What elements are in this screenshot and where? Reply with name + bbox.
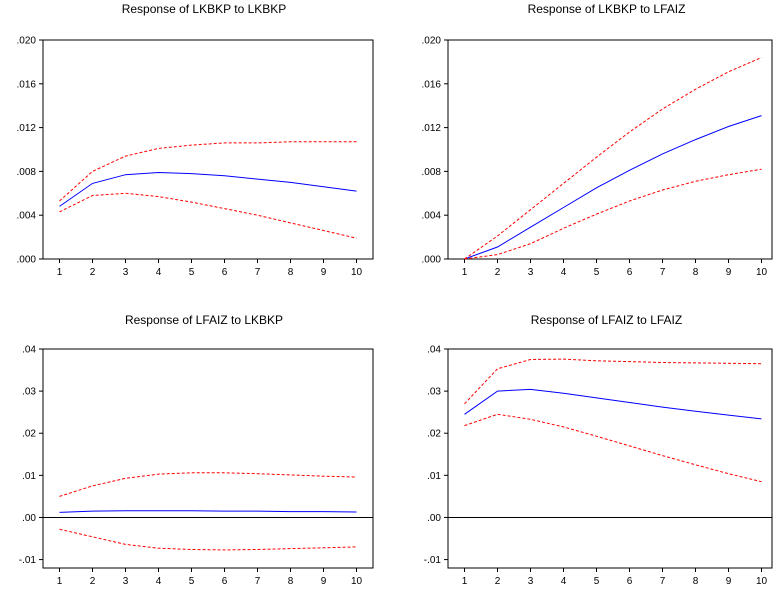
series-line-lower — [464, 413, 762, 483]
y-tick-label: .008 — [422, 167, 442, 178]
y-tick-label: .000 — [422, 255, 442, 266]
x-tick-label: 10 — [756, 576, 768, 587]
x-tick-label: 9 — [726, 267, 732, 278]
y-tick-label: .004 — [422, 211, 442, 222]
y-tick-label: .016 — [422, 79, 442, 90]
series-line-lower — [464, 168, 762, 260]
y-tick-label: .020 — [17, 36, 37, 47]
x-tick-label: 7 — [660, 267, 666, 278]
y-tick-label: .02 — [22, 429, 36, 440]
x-tick-label: 8 — [288, 267, 294, 278]
y-tick-label: .020 — [422, 36, 442, 47]
x-tick-label: 9 — [726, 576, 732, 587]
plot-frame — [42, 39, 374, 260]
series-line-response — [59, 171, 357, 207]
x-tick-label: 1 — [462, 267, 468, 278]
plot-frame — [42, 348, 374, 569]
y-tick-label: .004 — [17, 211, 37, 222]
series-line-lower — [59, 192, 357, 239]
x-tick-label: 8 — [288, 576, 294, 587]
x-tick-label: 4 — [156, 267, 162, 278]
y-tick-label: .01 — [22, 471, 36, 482]
x-tick-label: 7 — [660, 576, 666, 587]
x-tick-label: 1 — [57, 267, 63, 278]
x-tick-label: 5 — [594, 267, 600, 278]
x-tick-label: 9 — [321, 267, 327, 278]
y-tick-label: -.01 — [424, 555, 442, 566]
panel-lfaiz-to-lfaiz: Response of LFAIZ to LFAIZ -.01 .00 .01 .02… — [424, 313, 773, 587]
x-tick-label: 8 — [693, 267, 699, 278]
panel-lkbkp-to-lfaiz: Response of LKBKP to LFAIZ .000 .004 .008.… — [422, 2, 773, 278]
y-tick-label: .016 — [17, 79, 37, 90]
y-tick-label: .008 — [17, 167, 37, 178]
y-tick-label: .00 — [22, 513, 36, 524]
x-tick-label: 6 — [627, 267, 633, 278]
y-tick-label: .02 — [427, 429, 441, 440]
x-tick-label: 6 — [222, 576, 228, 587]
x-tick-label: 10 — [351, 267, 363, 278]
panel-lfaiz-to-lkbkp: Response of LFAIZ to LKBKP -.01 .00 .01 .02… — [19, 313, 374, 587]
series-line-upper — [464, 57, 762, 260]
x-tick-label: 7 — [255, 267, 261, 278]
series-line-response — [464, 115, 762, 260]
series-line-upper — [59, 472, 357, 497]
series-line-response — [464, 388, 762, 420]
y-tick-label: .000 — [17, 255, 37, 266]
x-tick-label: 8 — [693, 576, 699, 587]
x-tick-label: 3 — [528, 576, 534, 587]
x-tick-label: 3 — [123, 576, 129, 587]
series-line-response — [59, 510, 357, 513]
y-tick-label: .012 — [17, 123, 37, 134]
x-tick-label: 4 — [561, 576, 567, 587]
plot-frame — [447, 39, 773, 260]
y-tick-label: .00 — [427, 513, 441, 524]
x-tick-label: 3 — [123, 267, 129, 278]
chart-title: Response of LFAIZ to LFAIZ — [531, 313, 682, 327]
x-tick-label: 6 — [222, 267, 228, 278]
y-tick-label: .04 — [22, 345, 36, 356]
y-tick-label: .01 — [427, 471, 441, 482]
x-tick-label: 3 — [528, 267, 534, 278]
x-tick-label: 4 — [156, 576, 162, 587]
y-tick-label: .012 — [422, 123, 442, 134]
x-tick-label: 9 — [321, 576, 327, 587]
chart-title: Response of LKBKP to LKBKP — [122, 2, 287, 16]
y-tick-label: .04 — [427, 345, 441, 356]
x-tick-label: 2 — [495, 576, 501, 587]
chart-title: Response of LKBKP to LFAIZ — [528, 2, 686, 16]
x-tick-label: 10 — [756, 267, 768, 278]
x-tick-label: 6 — [627, 576, 633, 587]
x-tick-label: 10 — [351, 576, 363, 587]
x-tick-label: 7 — [255, 576, 261, 587]
y-tick-label: .03 — [427, 387, 441, 398]
y-tick-label: -.01 — [19, 555, 37, 566]
x-tick-label: 2 — [90, 267, 96, 278]
x-tick-label: 5 — [189, 267, 195, 278]
x-tick-label: 5 — [594, 576, 600, 587]
y-tick-label: .03 — [22, 387, 36, 398]
series-line-lower — [59, 528, 357, 551]
x-tick-label: 4 — [561, 267, 567, 278]
plot-frame — [447, 348, 773, 569]
x-tick-label: 2 — [90, 576, 96, 587]
chart-title: Response of LFAIZ to LKBKP — [125, 313, 283, 327]
x-tick-label: 2 — [495, 267, 501, 278]
series-line-upper — [59, 141, 357, 202]
x-tick-label: 5 — [189, 576, 195, 587]
x-tick-label: 1 — [57, 576, 63, 587]
x-tick-label: 1 — [462, 576, 468, 587]
series-line-upper — [464, 358, 762, 405]
panel-lkbkp-to-lkbkp: Response of LKBKP to LKBKP .000 .004 .008.… — [17, 2, 374, 278]
